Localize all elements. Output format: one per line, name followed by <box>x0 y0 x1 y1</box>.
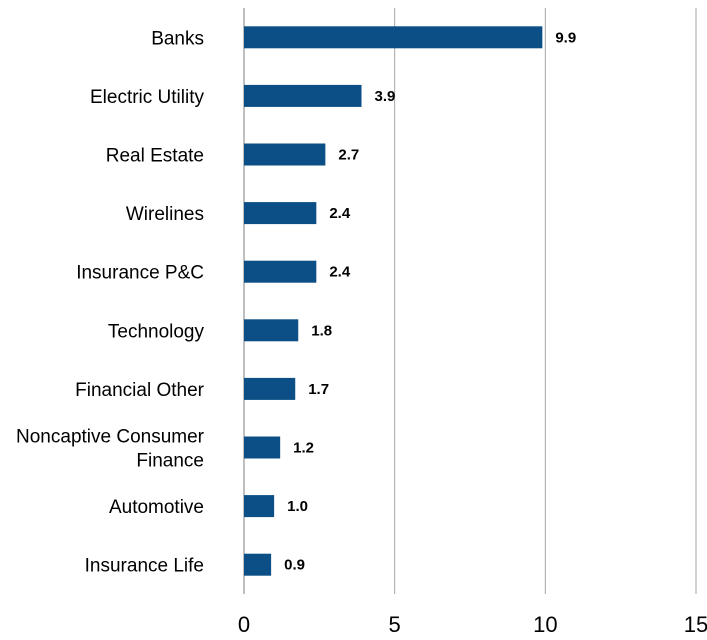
category-label-line: Banks <box>151 28 204 49</box>
category-label-line: Noncaptive Consumer <box>16 427 205 448</box>
bar <box>244 553 272 576</box>
category-label-line: Automotive <box>109 497 204 518</box>
category-label: Automotive <box>109 497 204 518</box>
bars <box>244 26 543 576</box>
bar <box>244 319 299 342</box>
bar <box>244 143 326 166</box>
data-label: 1.8 <box>311 322 332 339</box>
category-label-line: Wirelines <box>126 204 204 225</box>
x-tick-label: 5 <box>389 612 401 637</box>
bar <box>244 260 317 283</box>
category-label-line: Insurance Life <box>85 556 204 577</box>
category-label-line: Financial Other <box>75 380 205 401</box>
data-label: 0.9 <box>284 557 305 574</box>
bar <box>244 202 317 225</box>
category-label: Wirelines <box>126 204 204 225</box>
category-label-line: Insurance P&C <box>76 263 204 284</box>
x-tick-label: 15 <box>684 612 707 637</box>
data-label: 1.7 <box>308 381 329 398</box>
category-label: Banks <box>151 28 204 49</box>
x-tick-label: 0 <box>238 612 250 637</box>
category-label: Noncaptive Consumer Finance <box>16 427 205 472</box>
x-axis-ticks: 0 5 10 15 <box>238 612 707 637</box>
data-label: 2.4 <box>329 264 351 281</box>
category-label: Electric Utility <box>90 87 205 108</box>
category-labels: Banks Electric Utility Real Estate Wireline… <box>16 28 205 576</box>
data-label: 2.7 <box>338 147 359 164</box>
category-label: Technology <box>108 321 205 342</box>
data-label: 1.2 <box>293 440 314 457</box>
data-label: 3.9 <box>375 88 396 105</box>
x-tick-label: 10 <box>533 612 557 637</box>
data-label: 1.0 <box>287 498 308 515</box>
category-label-line: Technology <box>108 321 205 342</box>
bar <box>244 495 275 518</box>
bar <box>244 377 296 400</box>
category-label-line: Finance <box>136 451 204 472</box>
bar <box>244 84 362 107</box>
category-label: Insurance Life <box>85 556 204 577</box>
data-label: 9.9 <box>555 29 576 46</box>
category-label: Insurance P&C <box>76 263 204 284</box>
value-labels: 9.9 3.9 2.7 2.4 2.4 1.8 1.7 1.2 1.0 0.9 <box>284 29 576 573</box>
category-label-line: Electric Utility <box>90 87 205 108</box>
category-label-line: Real Estate <box>106 146 204 167</box>
bar <box>244 26 543 49</box>
data-label: 2.4 <box>329 205 351 222</box>
category-label: Real Estate <box>106 146 204 167</box>
bar <box>244 436 281 459</box>
category-label: Financial Other <box>75 380 205 401</box>
